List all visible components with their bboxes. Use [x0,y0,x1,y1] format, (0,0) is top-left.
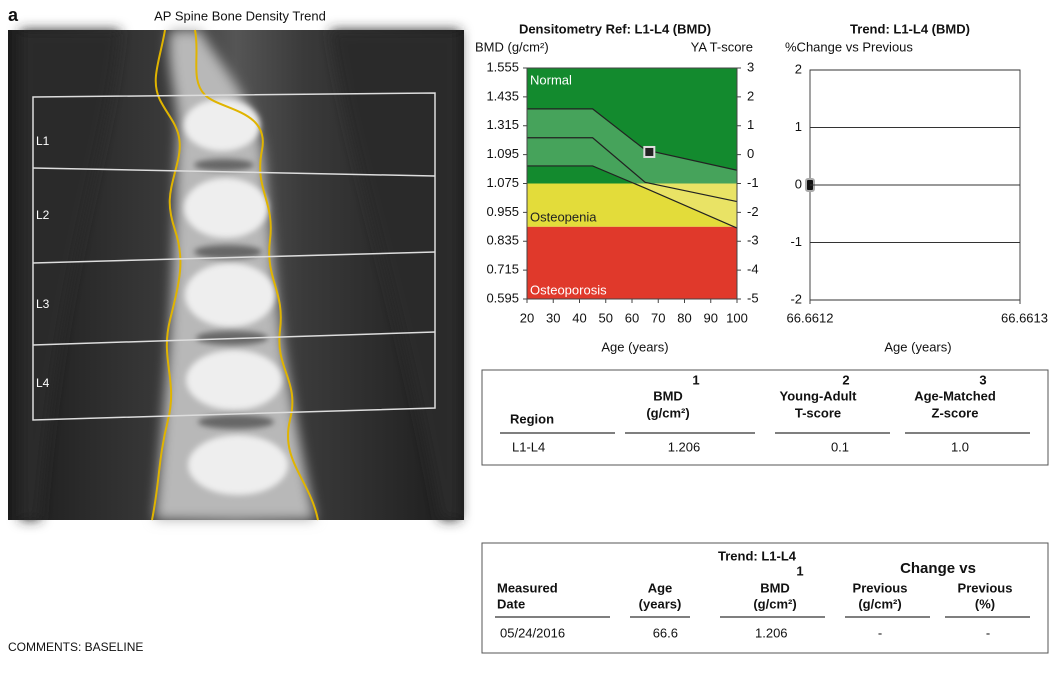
x-axis-label: Age (years) [601,339,668,354]
zone-label: Osteopenia [530,209,597,224]
column-header: Age [648,580,673,595]
x-tick-label: 100 [726,310,748,325]
y2-tick-label: -5 [747,290,759,305]
zone-label: Normal [530,72,572,87]
table-cell: 1.206 [668,439,701,454]
spine-image [8,30,464,520]
y-axis-label: %Change vs Previous [785,39,913,54]
y-tick-label: -2 [790,291,802,306]
column-header: BMD [653,388,683,403]
y-tick-label: 0.595 [486,290,519,305]
y-tick-label: 1.555 [486,59,519,74]
panel-label: a [8,5,19,25]
patient-point [644,147,654,157]
footnote-mark: 1 [796,563,803,578]
column-header: Date [497,596,525,611]
y2-tick-label: 3 [747,59,754,74]
y2-tick-label: -4 [747,262,759,277]
x-tick-label: 66.6613 [1001,310,1048,325]
chart-title: Densitometry Ref: L1-L4 (BMD) [519,21,711,36]
y-tick-label: 1.095 [486,146,519,161]
table-cell: 05/24/2016 [500,625,565,640]
x-tick-label: 30 [546,310,560,325]
column-header: Region [510,411,554,426]
y2-tick-label: 0 [747,146,754,161]
column-header: (g/cm²) [646,405,689,420]
column-header: (g/cm²) [753,596,796,611]
y-tick-label: 0.835 [486,233,519,248]
y2-tick-label: -2 [747,204,759,219]
x-tick-label: 66.6612 [787,310,834,325]
region-label: L3 [36,297,50,311]
y2-tick-label: -1 [747,175,759,190]
column-header: Age-Matched [914,388,996,403]
region-label: L4 [36,376,50,390]
comments: COMMENTS: BASELINE [8,640,143,654]
y-tick-label: -1 [790,234,802,249]
y2-tick-label: 2 [747,88,754,103]
y-tick-label: 0 [795,176,802,191]
y-tick-label: 1.435 [486,88,519,103]
region-label: L1 [36,134,50,148]
table-cell: 1.0 [951,439,969,454]
y-tick-label: 1 [795,119,802,134]
column-header: (years) [639,596,682,611]
x-axis-label: Age (years) [884,339,951,354]
column-header: Previous [853,580,908,595]
report: a AP Spine Bone Density Trend L1 L2 L3 L… [0,0,1053,700]
column-header: Previous [958,580,1013,595]
y-axis-label: BMD (g/cm²) [475,39,549,54]
column-header: Z-score [932,405,979,420]
footnote-mark: 1 [692,372,699,387]
y2-axis-label: YA T-score [691,39,753,54]
x-tick-label: 20 [520,310,534,325]
column-header: T-score [795,405,841,420]
x-tick-label: 60 [625,310,639,325]
footnote-mark: 3 [979,372,986,387]
column-header: (%) [975,596,995,611]
column-header: Young-Adult [779,388,857,403]
column-header: BMD [760,580,790,595]
footnote-mark: 2 [842,372,849,387]
y2-tick-label: 1 [747,117,754,132]
table-cell: 1.206 [755,625,788,640]
x-tick-label: 70 [651,310,665,325]
x-tick-label: 90 [704,310,718,325]
column-header: Measured [497,580,558,595]
trend-title: Trend: L1-L4 [718,548,797,563]
table-cell: 0.1 [831,439,849,454]
change-group: Change vs [900,560,976,577]
x-tick-label: 50 [599,310,613,325]
y-tick-label: 1.315 [486,117,519,132]
chart-title: Trend: L1-L4 (BMD) [850,21,970,36]
table-cell: - [986,625,990,640]
region-label: L2 [36,208,50,222]
column-header: (g/cm²) [858,596,901,611]
y-tick-label: 0.955 [486,204,519,219]
table-cell: L1-L4 [512,439,545,454]
y-tick-label: 1.075 [486,175,519,190]
y-tick-label: 0.715 [486,262,519,277]
table-cell: 66.6 [653,625,678,640]
x-tick-label: 40 [572,310,586,325]
image-title: AP Spine Bone Density Trend [154,8,326,23]
table-cell: - [878,625,882,640]
y-tick-label: 2 [795,61,802,76]
x-tick-label: 80 [677,310,691,325]
zone-label: Osteoporosis [530,282,607,297]
y2-tick-label: -3 [747,233,759,248]
